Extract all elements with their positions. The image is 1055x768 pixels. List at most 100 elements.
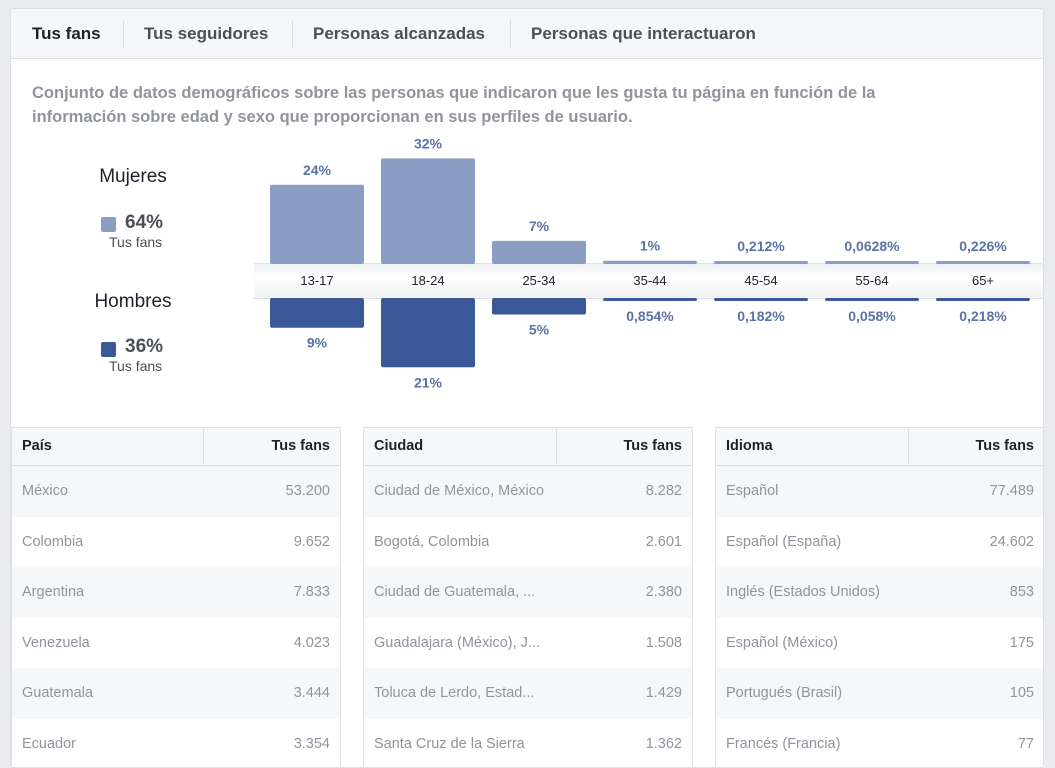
table-header: Ciudad Tus fans: [364, 428, 692, 466]
table-row[interactable]: Guadalajara (México), J... 1.508: [364, 618, 692, 669]
women-value-label: 0,0628%: [844, 238, 900, 254]
table-row[interactable]: Santa Cruz de la Sierra 1.362: [364, 719, 692, 768]
table-row[interactable]: Guatemala 3.444: [12, 668, 340, 719]
cell-value: 9.652: [293, 533, 330, 550]
country-table: País Tus fans México 53.200 Colombia 9.652 A…: [11, 427, 341, 767]
column-header[interactable]: Ciudad: [374, 438, 424, 454]
cell-label: Santa Cruz de la Sierra: [374, 735, 525, 752]
tab-tus-fans[interactable]: Tus fans: [32, 24, 101, 43]
cell-label: Español (España): [726, 533, 842, 550]
cell-label: Ciudad de Guatemala, ...: [374, 584, 536, 600]
tab-tus-seguidores[interactable]: Tus seguidores: [144, 24, 269, 43]
table-row[interactable]: Toluca de Lerdo, Estad... 1.429: [364, 668, 692, 719]
men-bar-55-64[interactable]: [825, 298, 919, 301]
men-bar-13-17[interactable]: [270, 298, 364, 328]
cell-value: 4.023: [293, 634, 330, 651]
men-bar-45-54[interactable]: [714, 298, 808, 301]
cell-value: 77.489: [989, 483, 1034, 499]
men-bar-35-44[interactable]: [603, 298, 697, 301]
cell-label: Inglés (Estados Unidos): [726, 584, 880, 600]
column-header[interactable]: País: [22, 438, 52, 454]
women-bar-18-24[interactable]: [381, 158, 475, 264]
cell-label: Toluca de Lerdo, Estad...: [374, 685, 535, 701]
table-row[interactable]: Ecuador 3.354: [12, 719, 340, 768]
table-row[interactable]: Francés (Francia) 77: [716, 719, 1043, 768]
cell-value: 1.508: [645, 634, 682, 651]
age-tick-label: 25-34: [522, 273, 555, 288]
age-tick-label: 65+: [972, 273, 994, 288]
women-bar-25-34[interactable]: [492, 240, 586, 264]
table-row[interactable]: Portugués (Brasil) 105: [716, 668, 1043, 719]
table-row[interactable]: México 53.200: [12, 466, 340, 517]
age-tick-label: 18-24: [411, 273, 444, 288]
table-row[interactable]: Ciudad de Guatemala, ... 2.380: [364, 567, 692, 618]
men-color-swatch: [101, 342, 116, 357]
men-bar-25-34[interactable]: [492, 298, 586, 315]
column-header[interactable]: Tus fans: [623, 438, 682, 454]
tab-personas-interactuaron[interactable]: Personas que interactuaron: [531, 24, 756, 43]
column-header[interactable]: Tus fans: [975, 438, 1034, 454]
cell-label: Ecuador: [22, 735, 77, 752]
cell-label: Ciudad de México, México: [374, 483, 545, 499]
women-bar-13-17[interactable]: [270, 184, 364, 264]
cell-label: Portugués (Brasil): [726, 685, 843, 701]
age-tick-label: 55-64: [855, 273, 888, 288]
age-tick-label: 13-17: [300, 273, 333, 288]
cell-value: 3.444: [293, 685, 330, 701]
cell-value: 2.380: [645, 584, 682, 600]
tab-personas-alcanzadas[interactable]: Personas alcanzadas: [313, 24, 485, 43]
women-bar-45-54[interactable]: [714, 261, 808, 264]
table-body: Español 77.489 Español (España) 24.602 Inglé…: [716, 466, 1043, 768]
women-value-label: 32%: [414, 135, 443, 151]
table-row[interactable]: Español (España) 24.602: [716, 517, 1043, 568]
table-row[interactable]: Inglés (Estados Unidos) 853: [716, 567, 1043, 618]
table-row[interactable]: Español (México) 175: [716, 618, 1043, 669]
cell-label: Español (México): [726, 634, 839, 651]
table-row[interactable]: Colombia 9.652: [12, 517, 340, 568]
cell-label: Guatemala: [22, 685, 93, 701]
column-divider: [556, 428, 557, 464]
column-header[interactable]: Idioma: [726, 438, 773, 454]
table-row[interactable]: Ciudad de México, México 8.282: [364, 466, 692, 517]
table-row[interactable]: Español 77.489: [716, 466, 1043, 517]
men-title: Hombres: [94, 291, 172, 312]
cell-value: 77: [1017, 735, 1034, 752]
women-bar-55-64[interactable]: [825, 261, 919, 264]
cell-label: Argentina: [22, 584, 85, 600]
women-bar-35-44[interactable]: [603, 260, 697, 264]
age-gender-chart: 24% 9% 13-17 32% 21% 18-24 7% 5% 25-34 1% 0,854% 35…: [270, 135, 1030, 390]
tab-divider: [123, 20, 124, 48]
cell-value: 8.282: [645, 483, 682, 499]
tab-divider: [292, 20, 293, 48]
table-row[interactable]: Bogotá, Colombia 2.601: [364, 517, 692, 568]
cell-value: 105: [1009, 685, 1034, 701]
table-row[interactable]: Venezuela 4.023: [12, 618, 340, 669]
age-tick-label: 35-44: [633, 273, 666, 288]
cell-label: México: [22, 483, 68, 499]
women-bar-65+[interactable]: [936, 261, 1030, 264]
women-value-label: 0,212%: [737, 238, 785, 254]
men-value-label: 0,182%: [737, 308, 785, 324]
cell-value: 53.200: [285, 483, 330, 499]
tab-divider: [510, 20, 511, 48]
men-value-label: 0,218%: [959, 308, 1007, 324]
men-bar-65+[interactable]: [936, 298, 1030, 301]
table-header: Idioma Tus fans: [716, 428, 1043, 466]
women-value-label: 1%: [640, 238, 661, 254]
column-header[interactable]: Tus fans: [271, 438, 330, 454]
cell-value: 24.602: [989, 533, 1034, 550]
men-value-label: 21%: [414, 374, 443, 390]
men-value-label: 5%: [529, 322, 550, 338]
language-table: Idioma Tus fans Español 77.489 Español (Es…: [715, 427, 1043, 768]
cell-label: Colombia: [22, 533, 84, 550]
men-bar-18-24[interactable]: [381, 298, 475, 368]
table-body: México 53.200 Colombia 9.652 Argentina 7.833 V…: [12, 466, 340, 767]
cell-label: Bogotá, Colombia: [374, 533, 490, 550]
women-color-swatch: [101, 217, 116, 232]
city-table: Ciudad Tus fans Ciudad de México, México…: [363, 427, 693, 767]
column-divider: [908, 428, 909, 464]
men-value-label: 9%: [307, 335, 328, 351]
table-body: Ciudad de México, México 8.282 Bogotá, Col…: [364, 466, 692, 767]
table-row[interactable]: Argentina 7.833: [12, 567, 340, 618]
cell-value: 7.833: [293, 584, 330, 600]
